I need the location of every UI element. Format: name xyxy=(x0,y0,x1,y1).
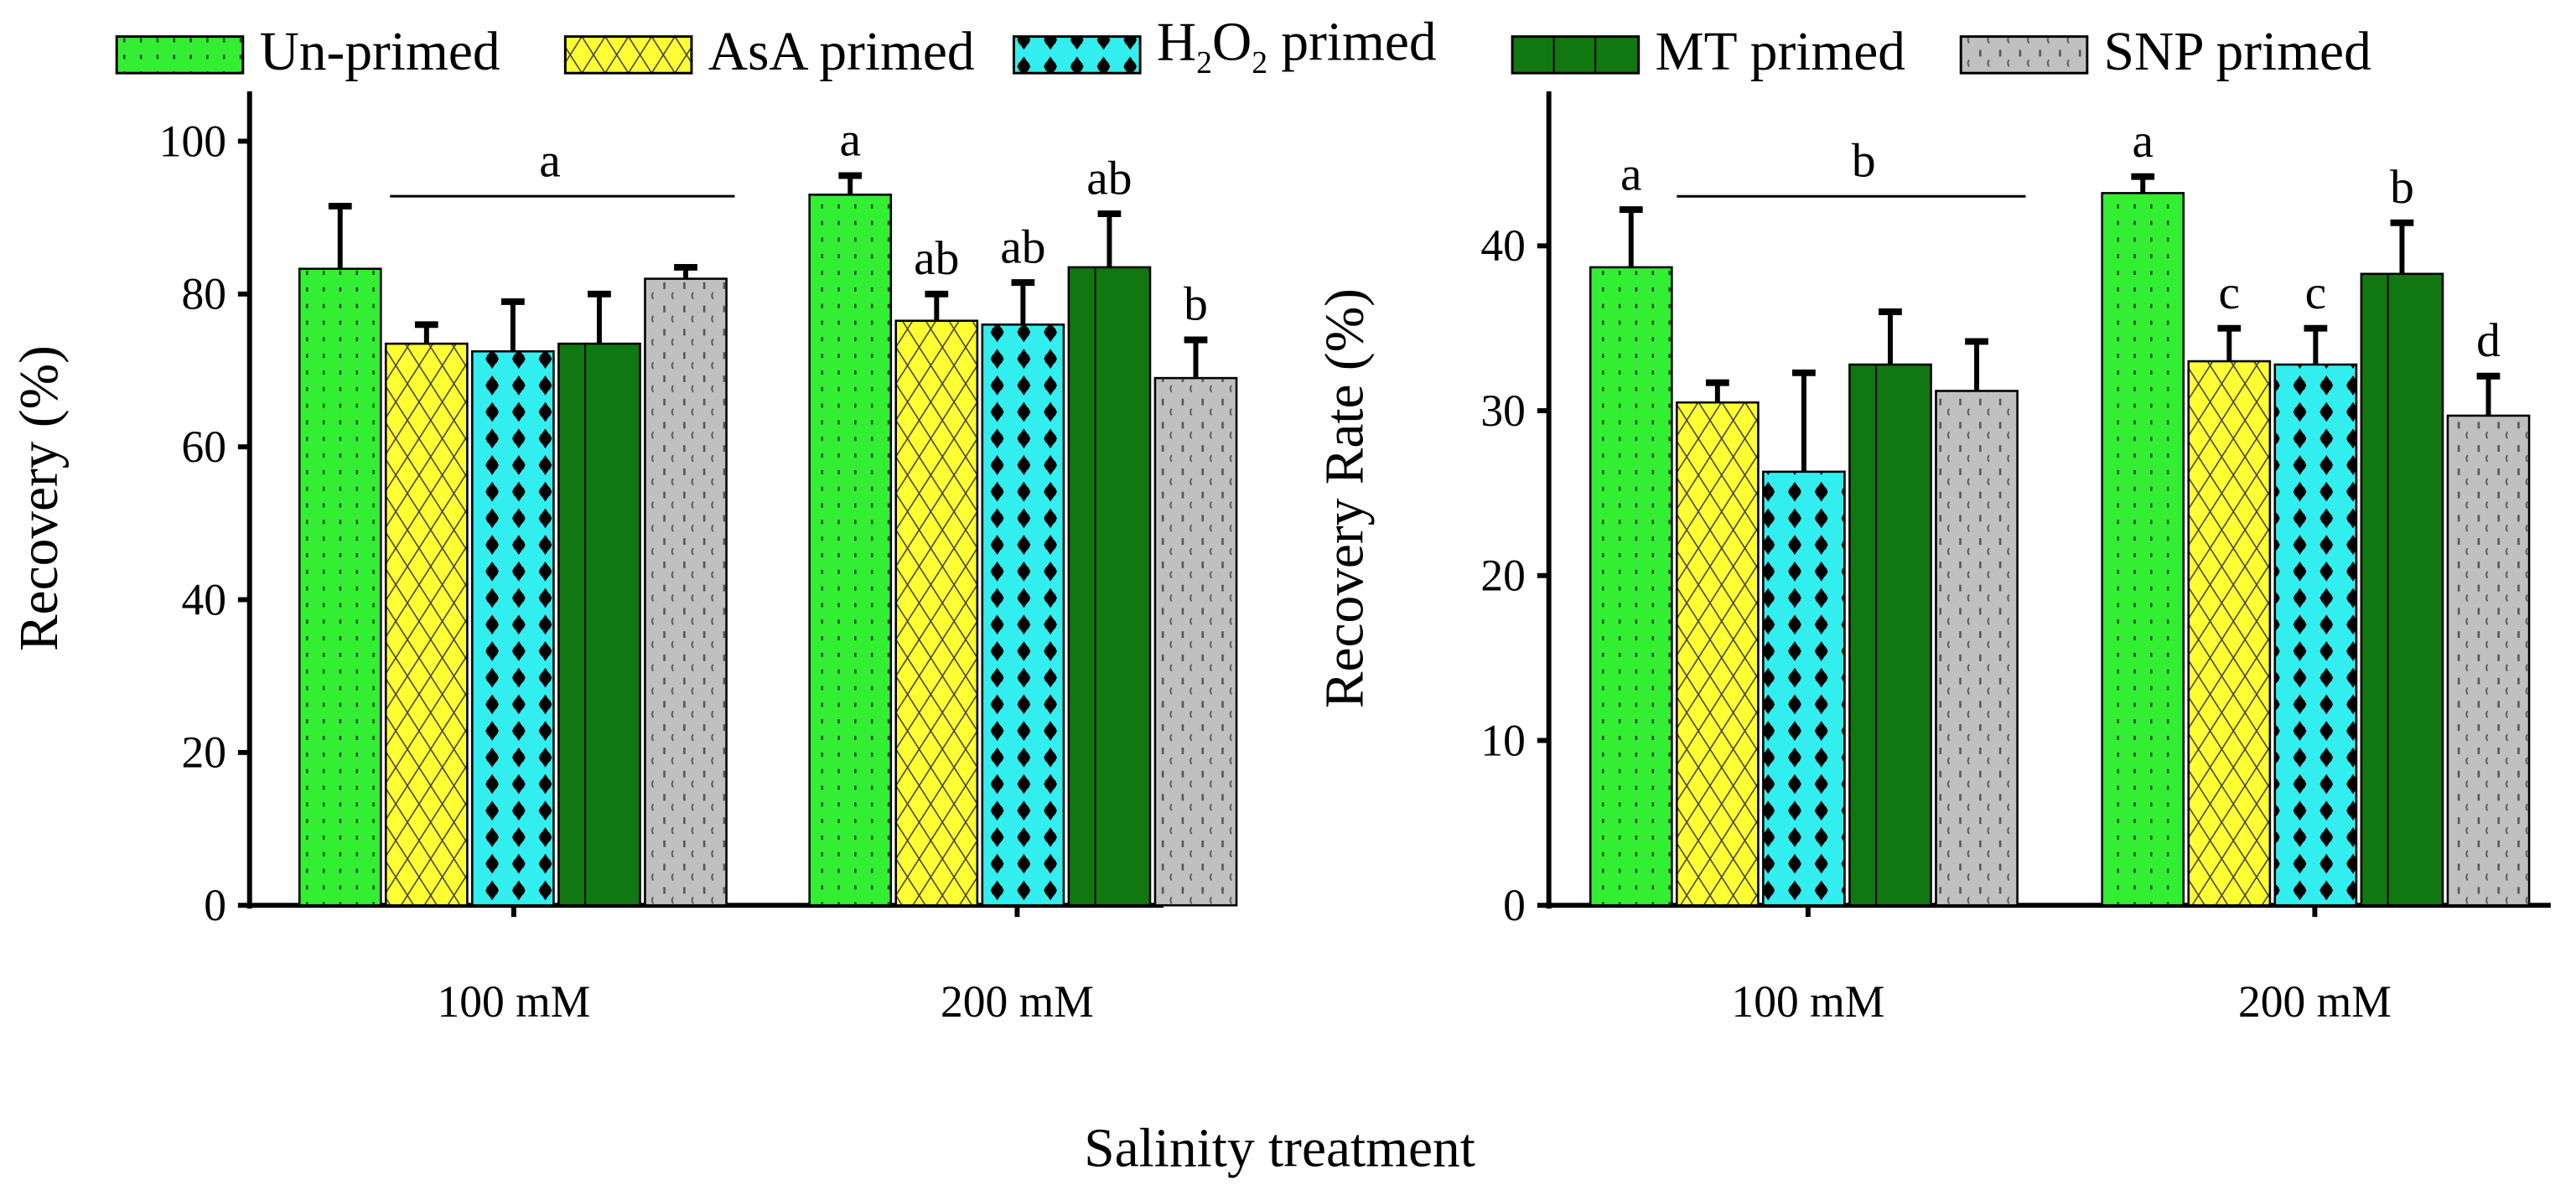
y-tick-label: 40 xyxy=(181,574,225,624)
legend-item: MT primed xyxy=(1511,22,1905,82)
bar xyxy=(644,277,728,907)
x-axis-title: Salinity treatment xyxy=(1084,1118,1475,1178)
legend: Un-primed AsA primed H2O2 primed MT primed S… xyxy=(115,12,2371,82)
bar xyxy=(2360,272,2444,907)
bar xyxy=(471,349,555,907)
significance-letter: b xyxy=(1184,278,1208,331)
bar xyxy=(2446,414,2531,907)
x-tick-label: 200 mM xyxy=(2238,976,2392,1027)
bar xyxy=(1589,266,1673,907)
bar xyxy=(1762,470,1846,907)
significance-letter: ab xyxy=(914,232,959,285)
legend-swatch xyxy=(1959,35,2089,75)
group-significance-letter: b xyxy=(1852,134,1876,187)
x-tick-label: 200 mM xyxy=(941,976,1094,1027)
legend-swatch xyxy=(563,35,693,75)
legend-swatch xyxy=(1012,35,1142,75)
y-axis-title: Recovery (%) xyxy=(9,345,70,651)
legend-label: SNP primed xyxy=(2104,22,2371,82)
legend-item: H2O2 primed xyxy=(1012,12,1437,80)
bar xyxy=(981,323,1065,907)
significance-letter: a xyxy=(2132,115,2154,168)
y-tick-label: 80 xyxy=(181,269,225,319)
bar xyxy=(298,267,382,907)
bar xyxy=(2101,192,2185,907)
x-tick-label: 100 mM xyxy=(437,976,590,1027)
legend-label: MT primed xyxy=(1656,22,1905,82)
legend-label: H2O2 primed xyxy=(1157,12,1437,80)
panel-2: 0 10 20 30 40 Recovery Rate (%) 100 mM a 200 mM a… xyxy=(1315,91,2551,1027)
bar xyxy=(384,342,469,907)
bar xyxy=(2273,363,2358,907)
y-tick-label: 0 xyxy=(1503,880,1526,930)
y-tick-label: 20 xyxy=(181,727,225,778)
legend-item: SNP primed xyxy=(1959,22,2371,82)
legend-label: AsA primed xyxy=(708,22,975,82)
significance-letter: c xyxy=(2219,267,2241,319)
y-tick-label: 0 xyxy=(204,880,226,930)
significance-letter: d xyxy=(2476,314,2501,367)
legend-label: Un-primed xyxy=(260,22,500,82)
bar xyxy=(557,342,641,907)
group-significance-letter: a xyxy=(539,134,561,187)
significance-letter: a xyxy=(1620,148,1642,200)
x-tick-label: 100 mM xyxy=(1731,976,1884,1027)
bar xyxy=(894,319,979,907)
significance-letter: c xyxy=(2305,267,2327,319)
bar xyxy=(2187,360,2272,907)
bar xyxy=(1935,390,2019,907)
significance-letter: ab xyxy=(1000,220,1045,273)
legend-swatch xyxy=(1511,35,1640,75)
y-tick-label: 30 xyxy=(1480,386,1526,436)
bar xyxy=(1676,401,1760,907)
bar xyxy=(808,194,893,907)
bar xyxy=(1848,363,1932,907)
y-tick-label: 10 xyxy=(1480,715,1526,765)
y-axis-title: Recovery Rate (%) xyxy=(1315,288,1376,708)
significance-letter: a xyxy=(839,114,861,167)
significance-letter: b xyxy=(2390,161,2414,214)
legend-item: Un-primed xyxy=(115,22,500,82)
legend-swatch xyxy=(115,35,245,75)
y-tick-label: 20 xyxy=(1480,551,1526,601)
legend-item: AsA primed xyxy=(563,22,975,82)
bar xyxy=(1067,266,1152,907)
y-tick-label: 60 xyxy=(181,422,225,472)
y-tick-label: 40 xyxy=(1480,220,1526,271)
y-tick-label: 100 xyxy=(159,116,226,166)
bar xyxy=(1153,376,1238,907)
significance-letter: ab xyxy=(1086,152,1132,204)
